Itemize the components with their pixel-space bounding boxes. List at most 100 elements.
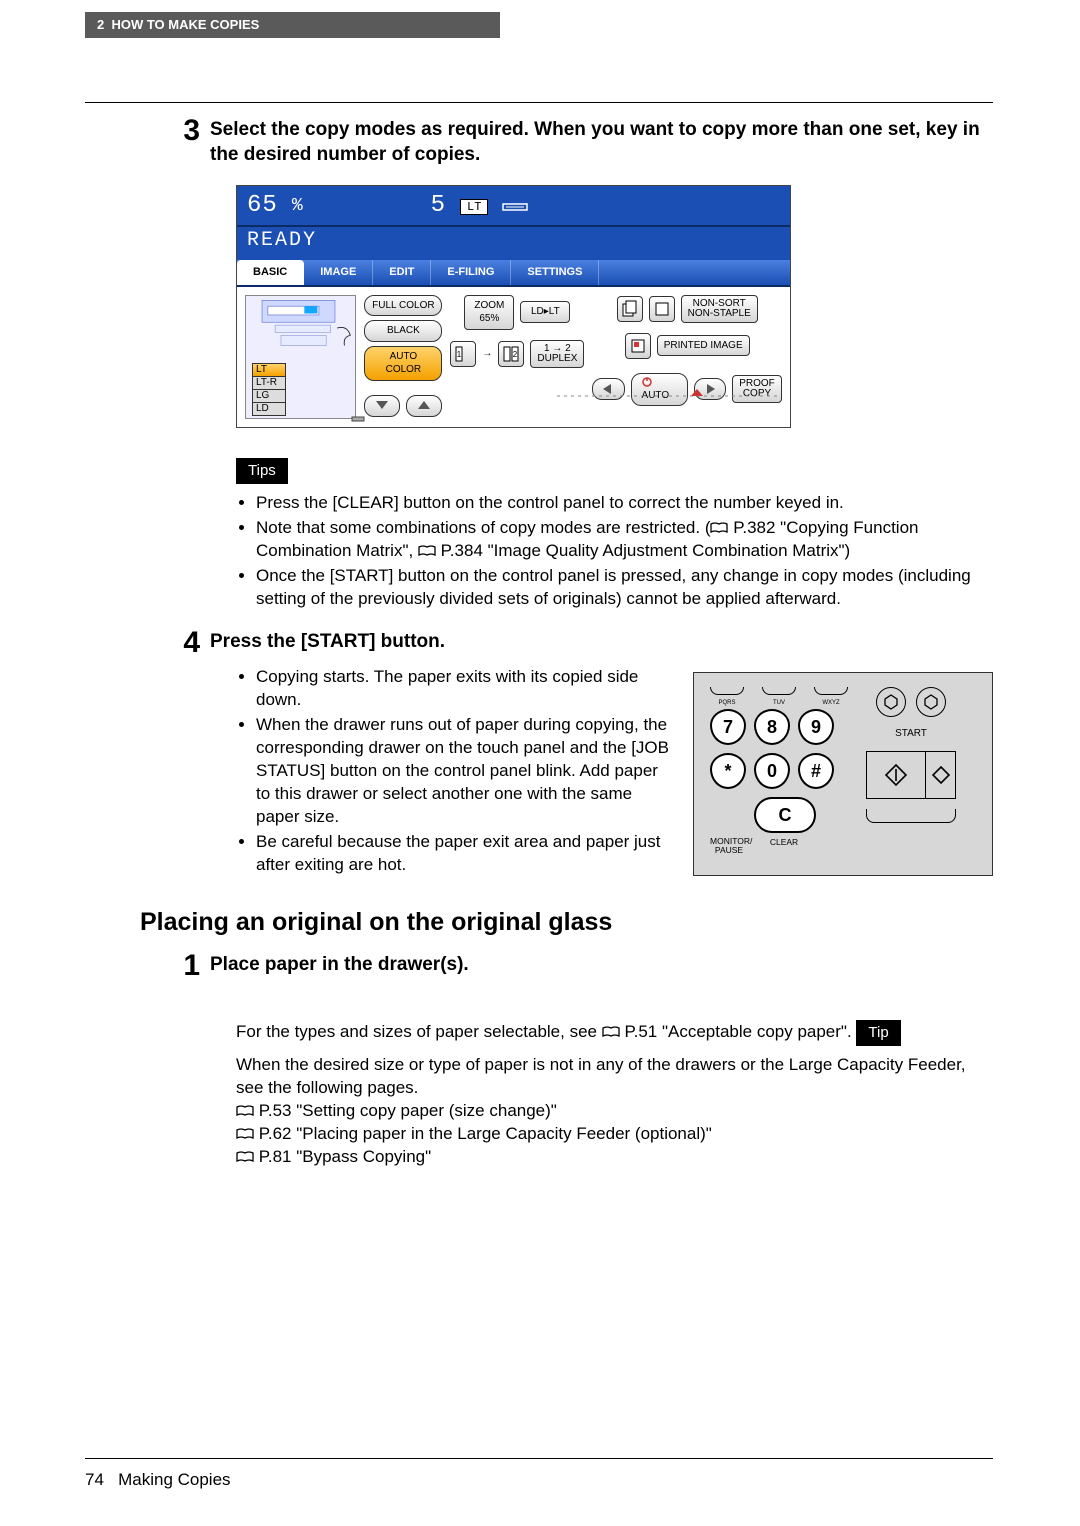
size-ld[interactable]: LD [252, 402, 286, 416]
svg-text:2: 2 [513, 350, 518, 359]
header-rule [85, 102, 993, 103]
monitor-label: MONITOR/ PAUSE [710, 837, 748, 855]
density-ruler [557, 389, 777, 397]
tips-label: Tips [236, 458, 288, 484]
keypad-top-indicators [710, 687, 848, 695]
stop-button-2[interactable] [916, 687, 946, 717]
duplex-label[interactable]: 1 → 2 DUPLEX [530, 340, 584, 368]
step-number: 4 [170, 627, 210, 659]
size-lt-r[interactable]: LT-R [252, 376, 286, 390]
step-title: Place paper in the drawer(s). [210, 950, 469, 978]
tab-settings[interactable]: SETTINGS [511, 260, 599, 285]
step-title: Select the copy modes as required. When … [210, 115, 993, 167]
right-column: NON-SORT NON-STAPLE PRINTED IMAGE AUTO [592, 295, 782, 419]
screen-status-bar: 65 % 5 LT [237, 186, 790, 226]
body-text: For the types and sizes of paper selecta… [236, 1022, 602, 1041]
duplex-icon-1[interactable]: 1 [450, 341, 476, 367]
tabs: BASIC IMAGE EDIT E-FILING SETTINGS [237, 260, 790, 287]
percent-symbol: % [292, 194, 303, 218]
keypad-right: START [866, 687, 956, 855]
body-text: P.51 "Acceptable copy paper". [620, 1022, 852, 1041]
keypad-9[interactable]: 9 [798, 709, 834, 745]
book-icon [236, 1128, 254, 1141]
start-button[interactable] [866, 751, 956, 799]
black-button[interactable]: BLACK [364, 320, 442, 342]
step-4-header: 4 Press the [START] button. [170, 627, 993, 659]
sort-label[interactable]: NON-SORT NON-STAPLE [681, 295, 758, 323]
tab-edit[interactable]: EDIT [373, 260, 431, 285]
sort-icon[interactable] [617, 296, 643, 322]
start-diamond-icon-small [925, 752, 955, 798]
feed-mode[interactable]: LD▸LT [520, 301, 570, 323]
main-content: 3 Select the copy modes as required. Whe… [170, 115, 993, 1169]
ref-text: P.62 "Placing paper in the Large Capacit… [254, 1124, 712, 1143]
start-underline [866, 809, 956, 823]
clear-label: CLEAR [754, 837, 814, 855]
tab-image[interactable]: IMAGE [304, 260, 373, 285]
keypad-blank [710, 797, 746, 833]
sort-icon-2[interactable] [649, 296, 675, 322]
ref-line: P.62 "Placing paper in the Large Capacit… [236, 1123, 993, 1146]
arrow-up-button[interactable] [406, 395, 442, 417]
paper-size-indicator: LT [460, 199, 488, 215]
screen-body: LT LT-R LG LD FULL COLOR BLACK AUTO COLO… [237, 287, 790, 427]
tip-text: Note that some combinations of copy mode… [256, 518, 710, 537]
keypad-clear[interactable]: C [754, 797, 816, 833]
auto-color-button[interactable]: AUTO COLOR [364, 346, 442, 381]
start-diamond-icon [867, 752, 925, 798]
step-3-header: 3 Select the copy modes as required. Whe… [170, 115, 993, 167]
printed-image-icon[interactable] [625, 333, 651, 359]
zoom-percent: 65 [247, 190, 278, 222]
ready-text: READY [237, 227, 790, 260]
keypad-0[interactable]: 0 [754, 753, 790, 789]
copy-count: 5 [431, 190, 446, 222]
arrow-down-button[interactable] [364, 395, 400, 417]
printed-image-label[interactable]: PRINTED IMAGE [657, 335, 750, 357]
key-label-tuv: TUV [762, 699, 796, 707]
chapter-number: 2 [97, 17, 104, 32]
tip-label: Tip [856, 1020, 900, 1046]
copier-screen: 65 % 5 LT READY BASIC IMAGE EDIT E-FILIN… [236, 185, 791, 427]
page-header: 2 HOW TO MAKE COPIES [85, 12, 500, 38]
sec2-step-1-body: For the types and sizes of paper selecta… [236, 990, 993, 1169]
size-lt[interactable]: LT [252, 363, 286, 377]
zoom-value: 65% [471, 312, 507, 326]
keypad-star[interactable]: * [710, 753, 746, 789]
tab-basic[interactable]: BASIC [237, 260, 304, 285]
book-icon [236, 1105, 254, 1118]
keypad-8[interactable]: 8 [754, 709, 790, 745]
key-label-pqrs: PQRS [710, 699, 744, 707]
size-lg[interactable]: LG [252, 389, 286, 403]
stop-button-1[interactable] [876, 687, 906, 717]
tip-text: When the desired size or type of paper i… [236, 1054, 993, 1100]
paper-size-stack: LT LT-R LG LD [252, 364, 286, 416]
keypad-hash[interactable]: # [798, 753, 834, 789]
svg-text:1: 1 [457, 350, 462, 359]
footer-title: Making Copies [118, 1470, 230, 1489]
color-mode-buttons: FULL COLOR BLACK AUTO COLOR [364, 295, 442, 419]
zoom-button[interactable]: ZOOM 65% [464, 295, 514, 330]
tray-icon [502, 201, 528, 213]
ref-line: P.81 "Bypass Copying" [236, 1146, 993, 1169]
step-bullet: Copying starts. The paper exits with its… [256, 666, 675, 712]
step-4-body: Copying starts. The paper exits with its… [236, 666, 993, 878]
chapter-title: HOW TO MAKE COPIES [111, 17, 259, 32]
step-number: 1 [170, 950, 210, 982]
book-icon [236, 1151, 254, 1164]
step-title: Press the [START] button. [210, 627, 445, 655]
duplex-icon-2[interactable]: 2 [498, 341, 524, 367]
keypad-left: PQRS TUV WXYZ 7 8 9 * 0 # [710, 687, 848, 855]
full-color-button[interactable]: FULL COLOR [364, 295, 442, 317]
step-number: 3 [170, 115, 210, 147]
step-bullet: Be careful because the paper exit area a… [256, 831, 675, 877]
tab-efiling[interactable]: E-FILING [431, 260, 511, 285]
tip-text: P.384 "Image Quality Adjustment Combinat… [436, 541, 850, 560]
keypad-panel: PQRS TUV WXYZ 7 8 9 * 0 # [693, 672, 993, 876]
key-label-wxyz: WXYZ [814, 699, 848, 707]
ref-text: P.53 "Setting copy paper (size change)" [254, 1101, 557, 1120]
zoom-duplex-column: ZOOM 65% LD▸LT 1 → 2 1 → 2 DUPLEX [450, 295, 584, 419]
step-bullet: When the drawer runs out of paper during… [256, 714, 675, 829]
keypad-7[interactable]: 7 [710, 709, 746, 745]
book-icon [418, 545, 436, 558]
zoom-label: ZOOM [471, 299, 507, 313]
